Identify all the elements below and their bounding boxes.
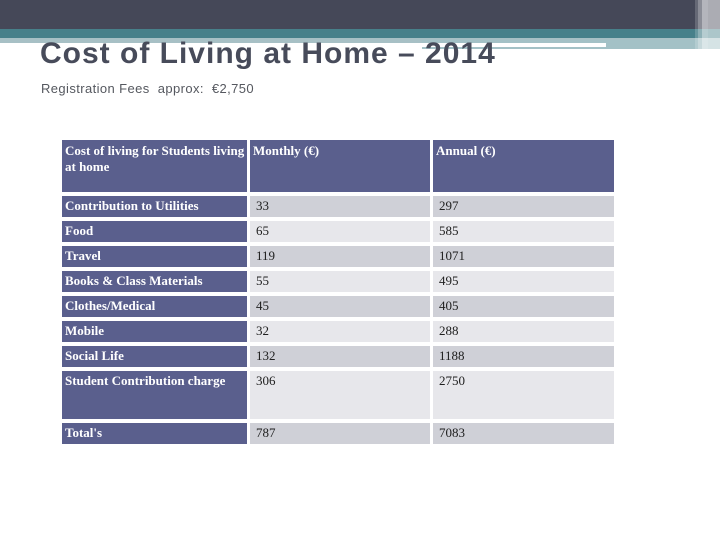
header-white-stripe <box>88 43 606 47</box>
table-header-category: Cost of living for Students living at ho… <box>62 140 247 192</box>
row-label-food: Food <box>62 221 247 242</box>
row-label-clothes: Clothes/Medical <box>62 296 247 317</box>
corner-stripe-4 <box>708 0 720 56</box>
row-monthly-utilities: 33 <box>250 196 430 217</box>
table-header-monthly: Monthly (€) <box>250 140 430 192</box>
header-bar-light <box>0 38 720 43</box>
row-monthly-mobile: 32 <box>250 321 430 342</box>
corner-stripe-3 <box>702 0 708 54</box>
row-annual-student-contribution: 2750 <box>433 371 614 419</box>
row-annual-totals: 7083 <box>433 423 614 444</box>
corner-stripe-1 <box>695 0 698 50</box>
row-monthly-social-life: 132 <box>250 346 430 367</box>
slide-subtitle: Registration Fees approx: €2,750 <box>41 81 255 96</box>
row-label-travel: Travel <box>62 246 247 267</box>
corner-stripe-2 <box>698 0 702 52</box>
row-label-mobile: Mobile <box>62 321 247 342</box>
row-label-social-life: Social Life <box>62 346 247 367</box>
table-header-annual: Annual (€) <box>433 140 614 192</box>
row-monthly-food: 65 <box>250 221 430 242</box>
slide-title: Cost of Living at Home – 2014 <box>40 37 496 70</box>
header-bar-dark <box>0 0 720 29</box>
row-annual-social-life: 1188 <box>433 346 614 367</box>
header-bar-teal <box>0 29 720 38</box>
row-annual-food: 585 <box>433 221 614 242</box>
row-monthly-student-contribution: 306 <box>250 371 430 419</box>
row-label-totals: Total's <box>62 423 247 444</box>
cost-of-living-table: Cost of living for Students living at ho… <box>62 140 614 444</box>
row-monthly-books: 55 <box>250 271 430 292</box>
row-annual-mobile: 288 <box>433 321 614 342</box>
row-monthly-travel: 119 <box>250 246 430 267</box>
row-label-utilities: Contribution to Utilities <box>62 196 247 217</box>
row-annual-utilities: 297 <box>433 196 614 217</box>
row-label-student-contribution: Student Contribution charge <box>62 371 247 419</box>
row-monthly-clothes: 45 <box>250 296 430 317</box>
row-annual-clothes: 405 <box>433 296 614 317</box>
row-annual-books: 495 <box>433 271 614 292</box>
row-annual-travel: 1071 <box>433 246 614 267</box>
row-monthly-totals: 787 <box>250 423 430 444</box>
row-label-books: Books & Class Materials <box>62 271 247 292</box>
